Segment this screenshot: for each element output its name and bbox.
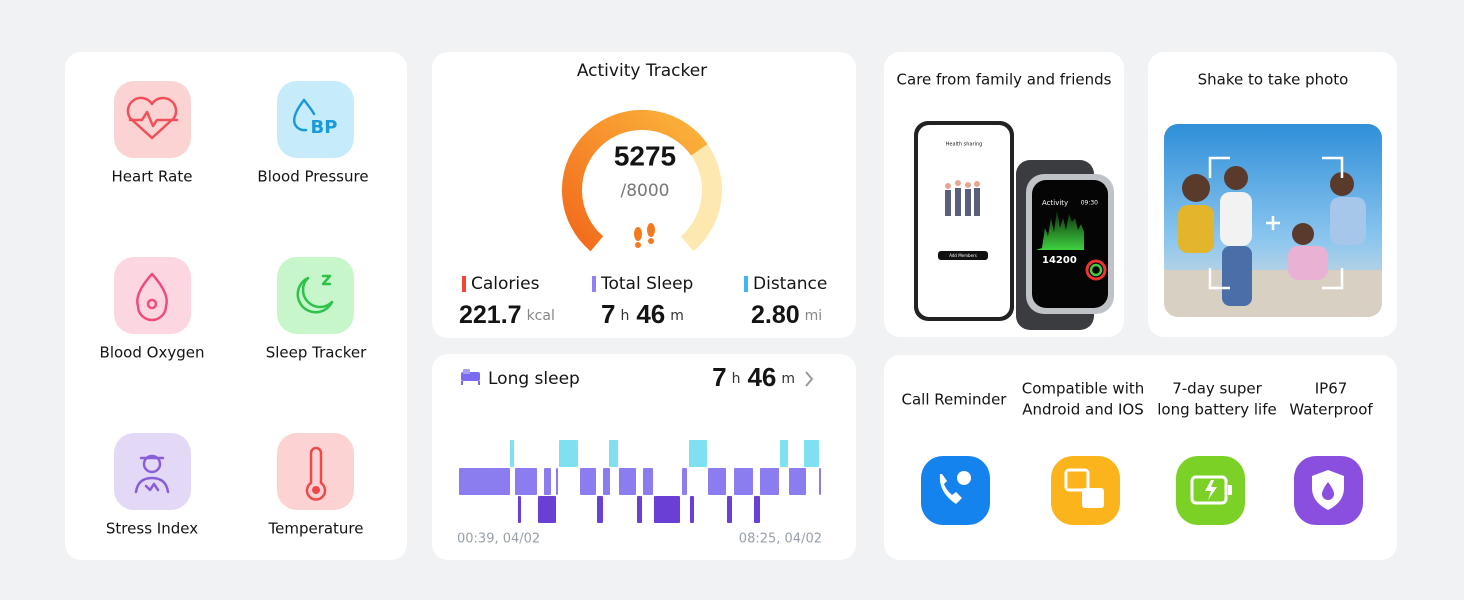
stat-label: Distance [753,274,827,294]
sleep-stage [518,496,521,523]
stat-marker [462,276,466,292]
sleep-stage [609,440,618,467]
bed-icon [461,369,480,385]
sleep-start: 00:39, 04/02 [457,532,540,547]
unit: kcal [527,308,555,324]
value: 46 [747,362,776,392]
health-label: Stress Index [106,520,198,538]
sleep-stage [727,496,732,523]
watch: Activity 09:30 14200 [1016,160,1114,330]
unit: mi [805,308,823,324]
sleep-stage [682,468,687,495]
feature-label: Call Reminder [902,391,1008,409]
feature-label: Waterproof [1289,401,1373,419]
watch-title: Activity [1042,199,1068,207]
gauge [561,109,722,252]
feature-label: long battery life [1157,401,1277,419]
value: 7 [712,362,726,392]
photo [1164,124,1382,317]
phone-header: Health sharing [946,142,983,148]
card-activity [432,52,856,338]
watch-time: 09:30 [1081,200,1098,207]
sleep-stage [580,468,596,495]
feature-label: IP67 [1315,380,1348,398]
sleep-stage [689,440,707,467]
health-label: Temperature [267,520,363,538]
value: 2.80 [751,301,800,329]
health-label: Blood Oxygen [100,344,205,362]
sleep-stage [789,468,806,495]
value: 221.7 [459,301,522,329]
watch-steps: 14200 [1042,255,1077,266]
sleep-stage [515,468,537,495]
activity-title: Activity Tracker [577,61,707,81]
sleep-stages [459,440,821,523]
sleep-stage [654,496,680,523]
sleep-stage [690,496,694,523]
sleep-stage [804,440,819,467]
health-icons: BP [114,81,354,510]
sleep-stage [643,468,653,495]
sleep-stage [637,496,642,523]
sleep-stage [556,468,558,495]
health-label: Sleep Tracker [266,344,367,362]
sleep-stage [780,440,788,467]
phone: Health sharing Add Members [914,121,1014,321]
sleep-stage [819,468,821,495]
stat-label: Calories [471,274,540,294]
sleep-stage [708,468,726,495]
sleep-stage [538,496,556,523]
sleep-stage [459,468,510,495]
sleep-title: Long sleep [488,369,580,389]
sleep-stage [734,468,753,495]
sleep-stage [754,496,760,523]
unit: h [620,308,629,324]
feature-label: 7-day super [1172,380,1262,398]
sleep-stage [559,440,578,467]
sleep-end: 08:25, 04/02 [739,532,822,547]
stat-value: 2.80 mi [751,301,822,329]
sleep-stage [597,496,603,523]
goal: /8000 [621,181,670,201]
sleep-duration: 7 h 46 m [712,362,795,392]
health-label: Heart Rate [112,168,193,186]
card-features [884,355,1397,560]
footprints-icon [634,223,655,248]
value: 7 [601,299,615,329]
value: 46 [636,299,665,329]
sleep-stage [760,468,779,495]
features: Call Reminder Compatible with Android an… [902,380,1373,525]
health-labels: Heart Rate Blood Pressure Blood Oxygen S… [100,168,369,538]
unit: h [732,371,741,387]
sleep-stage [510,440,514,467]
unit: m [781,371,795,387]
bp-badge: BP [311,117,338,138]
steps: 5275 [614,140,676,171]
sleep-stage [619,468,636,495]
chevron [805,371,814,387]
sleep-stage [544,468,551,495]
health-label: Blood Pressure [257,168,368,186]
unit: m [670,308,684,324]
phone-button: Add Members [949,253,977,258]
stat-marker [592,276,596,292]
stat-marker [744,276,748,292]
stat-label: Total Sleep [600,274,693,294]
family-title: Care from family and friends [897,71,1112,89]
feature-label: Compatible with [1022,380,1145,398]
photo-title: Shake to take photo [1198,71,1349,89]
feature-label: Android and IOS [1022,401,1144,419]
sleep-stage [603,468,610,495]
stat-value: 221.7 kcal [459,301,555,329]
stat-value: 7 h 46 m [601,299,684,329]
